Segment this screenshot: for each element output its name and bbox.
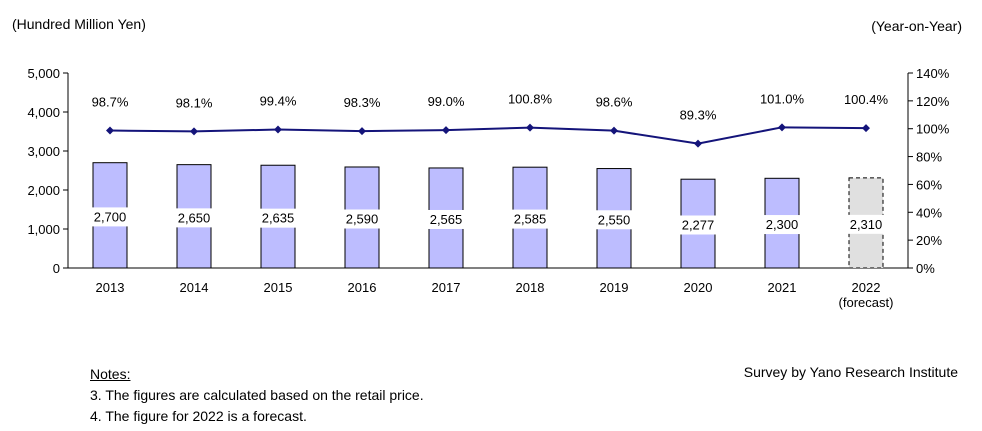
bar-value-label: 2,650 [178,210,211,225]
bar-value-label: 2,300 [766,217,799,232]
x-tick-label: 2015 [264,280,293,295]
right-tick-label: 40% [916,205,942,220]
yoy-marker [190,127,198,136]
x-tick-label: 2017 [432,280,461,295]
yoy-value-label: 101.0% [760,91,805,106]
yoy-value-label: 100.8% [508,92,553,107]
yoy-marker [526,123,534,132]
yoy-value-label: 89.3% [680,108,717,123]
bar-value-label: 2,700 [94,209,127,224]
bar-value-label: 2,310 [850,217,883,232]
right-tick-label: 60% [916,177,942,192]
yoy-marker [442,126,450,135]
right-tick-label: 100% [916,122,950,137]
yoy-value-label: 100.4% [844,92,889,107]
bar-value-label-background [844,214,888,234]
yoy-value-label: 98.1% [176,95,213,110]
yoy-marker [358,127,366,136]
source-credit: Survey by Yano Research Institute [743,364,958,380]
left-axis-unit-label: (Hundred Million Yen) [12,16,146,32]
right-tick-label: 0% [916,261,935,276]
yoy-marker [778,123,786,132]
left-tick-label: 3,000 [27,144,60,159]
right-axis-unit-label: (Year-on-Year) [871,18,962,34]
x-tick-label: 2022 [852,280,881,295]
x-tick-label: 2021 [768,280,797,295]
right-tick-label: 140% [916,66,950,81]
yoy-marker [862,124,870,133]
bar-value-label-background [424,209,468,229]
x-tick-label: 2014 [180,280,209,295]
notes-block: Notes: 3. The figures are calculated bas… [90,364,424,427]
left-tick-label: 0 [53,261,60,276]
bar-value-label-background [172,208,216,228]
yoy-value-label: 98.3% [344,95,381,110]
x-tick-sublabel: (forecast) [839,295,894,310]
right-tick-label: 20% [916,233,942,248]
left-tick-label: 5,000 [27,66,60,81]
bar-value-label: 2,635 [262,211,295,226]
notes-title: Notes: [90,366,131,382]
bar-value-label: 2,550 [598,212,631,227]
note-line-4: 4. The figure for 2022 is a forecast. [90,408,307,424]
x-tick-label: 2018 [516,280,545,295]
note-line-3: 3. The figures are calculated based on t… [90,387,424,403]
yoy-value-label: 99.0% [428,94,465,109]
yoy-marker [274,125,282,134]
bar-value-label-background [340,209,384,229]
bar-value-label: 2,585 [514,212,547,227]
bar-value-label: 2,590 [346,212,379,227]
bar-value-label-background [508,209,552,229]
x-tick-label: 2019 [600,280,629,295]
left-tick-label: 1,000 [27,222,60,237]
bar-value-label-background [256,208,300,228]
yoy-marker [106,126,114,135]
combo-chart: 0 1,000 2,000 3,000 4,000 5,000 0% 20% 40% 60% 80%… [27,66,950,310]
yoy-value-label: 99.4% [260,94,297,109]
bar-value-label: 2,565 [430,212,463,227]
bar-value-label-background [592,210,636,230]
bar-value-label-background [88,207,132,227]
bar-value-label-background [760,215,804,235]
bar-value-label-background [676,215,720,235]
yoy-marker [694,139,702,148]
yoy-line [109,126,867,145]
x-tick-label: 2013 [96,280,125,295]
right-tick-label: 120% [916,94,950,109]
right-tick-label: 80% [916,150,942,165]
left-tick-label: 2,000 [27,183,60,198]
yoy-value-label: 98.7% [92,95,129,110]
yoy-value-label: 98.6% [596,95,633,110]
x-tick-label: 2016 [348,280,377,295]
bar-value-label: 2,277 [682,217,715,232]
left-tick-label: 4,000 [27,105,60,120]
x-tick-label: 2020 [684,280,713,295]
yoy-marker [610,126,618,135]
